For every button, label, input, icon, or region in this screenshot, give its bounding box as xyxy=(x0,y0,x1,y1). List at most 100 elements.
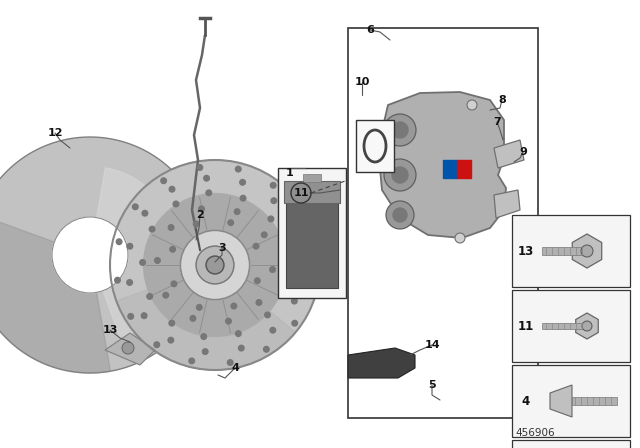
Circle shape xyxy=(300,263,305,268)
Polygon shape xyxy=(0,215,111,373)
Circle shape xyxy=(384,159,416,191)
Circle shape xyxy=(240,180,245,185)
Circle shape xyxy=(196,246,234,284)
Circle shape xyxy=(234,209,240,215)
Circle shape xyxy=(202,349,208,354)
Circle shape xyxy=(255,278,260,284)
Text: 4: 4 xyxy=(231,363,239,373)
Circle shape xyxy=(170,246,175,252)
Circle shape xyxy=(154,342,159,348)
Circle shape xyxy=(296,211,302,216)
Bar xyxy=(512,365,630,437)
Text: 4: 4 xyxy=(522,395,530,408)
Polygon shape xyxy=(90,168,179,338)
Circle shape xyxy=(142,211,148,216)
Text: 9: 9 xyxy=(519,147,527,157)
Bar xyxy=(572,397,617,405)
Polygon shape xyxy=(116,265,296,370)
Circle shape xyxy=(169,186,175,192)
Bar xyxy=(356,120,394,172)
Polygon shape xyxy=(348,348,415,378)
Circle shape xyxy=(386,201,414,229)
Circle shape xyxy=(206,190,212,196)
Text: 13: 13 xyxy=(518,245,534,258)
Circle shape xyxy=(268,216,274,222)
Circle shape xyxy=(283,247,289,253)
Bar xyxy=(512,440,630,448)
Polygon shape xyxy=(0,137,201,373)
Circle shape xyxy=(204,176,209,181)
Text: 11: 11 xyxy=(518,319,534,332)
Text: 7: 7 xyxy=(493,117,501,127)
Circle shape xyxy=(239,345,244,351)
Text: 13: 13 xyxy=(102,325,118,335)
Circle shape xyxy=(155,258,160,263)
Circle shape xyxy=(190,315,196,321)
Circle shape xyxy=(143,194,287,336)
Circle shape xyxy=(197,165,203,170)
Circle shape xyxy=(193,221,199,227)
Circle shape xyxy=(227,360,233,365)
Text: 1: 1 xyxy=(286,168,294,178)
Circle shape xyxy=(163,293,168,298)
Circle shape xyxy=(271,198,276,203)
Circle shape xyxy=(189,358,195,364)
Circle shape xyxy=(231,303,237,309)
Bar xyxy=(512,290,630,362)
Circle shape xyxy=(110,160,320,370)
Circle shape xyxy=(206,256,224,274)
Circle shape xyxy=(122,342,134,354)
Circle shape xyxy=(467,100,477,110)
Circle shape xyxy=(240,195,246,201)
Circle shape xyxy=(236,166,241,172)
Circle shape xyxy=(147,293,152,299)
Circle shape xyxy=(264,346,269,352)
Bar xyxy=(443,160,457,178)
Circle shape xyxy=(581,245,593,257)
Circle shape xyxy=(292,298,297,304)
Text: 14: 14 xyxy=(424,340,440,350)
Circle shape xyxy=(115,277,120,283)
Bar xyxy=(542,247,587,255)
Text: 8: 8 xyxy=(498,95,506,105)
Circle shape xyxy=(132,204,138,210)
Text: 3: 3 xyxy=(218,243,226,253)
Polygon shape xyxy=(105,333,155,365)
Circle shape xyxy=(393,208,407,222)
Text: 2: 2 xyxy=(196,210,204,220)
Circle shape xyxy=(127,280,132,285)
Circle shape xyxy=(127,243,132,249)
Circle shape xyxy=(310,247,316,253)
Bar xyxy=(512,215,630,287)
Text: 6: 6 xyxy=(366,25,374,35)
Circle shape xyxy=(201,334,207,340)
Circle shape xyxy=(161,178,166,184)
Circle shape xyxy=(261,232,267,237)
Bar xyxy=(348,28,538,418)
Circle shape xyxy=(582,321,592,331)
Text: 5: 5 xyxy=(428,380,436,390)
Circle shape xyxy=(292,320,298,326)
Bar xyxy=(278,168,346,298)
Circle shape xyxy=(168,225,174,230)
Circle shape xyxy=(256,300,262,305)
Circle shape xyxy=(140,260,145,265)
Circle shape xyxy=(116,239,122,245)
Polygon shape xyxy=(378,92,506,238)
Polygon shape xyxy=(494,190,520,218)
Circle shape xyxy=(265,312,270,318)
Circle shape xyxy=(271,182,276,188)
Circle shape xyxy=(171,281,177,287)
Circle shape xyxy=(141,313,147,319)
Polygon shape xyxy=(572,234,602,268)
Circle shape xyxy=(226,319,231,324)
Bar xyxy=(542,323,587,329)
Circle shape xyxy=(173,201,179,207)
Circle shape xyxy=(168,337,173,343)
Text: 11: 11 xyxy=(293,188,308,198)
Circle shape xyxy=(180,230,250,300)
Text: 12: 12 xyxy=(47,128,63,138)
Circle shape xyxy=(282,282,287,288)
Circle shape xyxy=(236,331,241,336)
Circle shape xyxy=(384,114,416,146)
